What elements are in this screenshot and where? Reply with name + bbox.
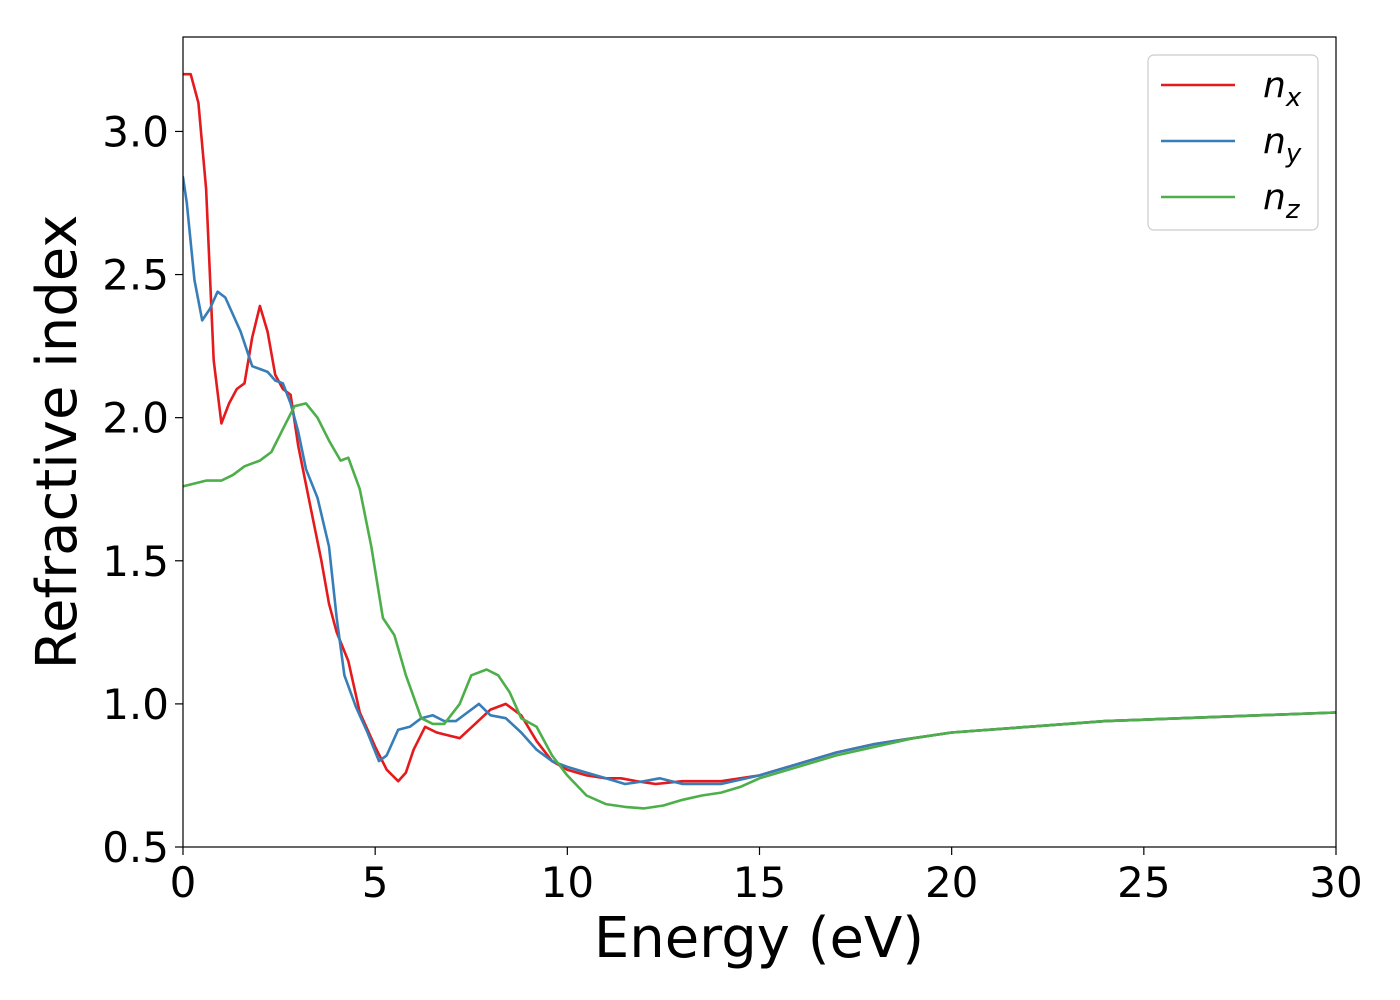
x-tick-label: 20 xyxy=(925,858,978,907)
y-axis-label: Refractive index xyxy=(25,215,90,670)
x-tick-label: 10 xyxy=(541,858,594,907)
y-tick-label: 2.0 xyxy=(102,394,169,443)
series-line-y xyxy=(183,175,1336,786)
x-axis: 0 5 10 15 20 25 30 xyxy=(170,847,1363,907)
x-tick-label: 30 xyxy=(1309,858,1362,907)
x-tick-label: 25 xyxy=(1117,858,1170,907)
x-tick-label: 0 xyxy=(170,858,197,907)
y-tick-label: 0.5 xyxy=(102,823,169,872)
series-layer xyxy=(183,72,1336,810)
x-tick-label: 5 xyxy=(362,858,389,907)
series-line-z xyxy=(183,402,1336,810)
legend-box xyxy=(1147,54,1319,231)
y-tick-label: 3.0 xyxy=(102,107,169,156)
y-axis: 0.5 1.0 1.5 2.0 2.5 3.0 xyxy=(102,107,183,872)
x-tick-label: 15 xyxy=(733,858,786,907)
x-axis-label: Energy (eV) xyxy=(594,906,924,971)
y-tick-label: 2.5 xyxy=(102,251,169,300)
y-tick-label: 1.0 xyxy=(102,680,169,729)
y-tick-label: 1.5 xyxy=(102,537,169,586)
